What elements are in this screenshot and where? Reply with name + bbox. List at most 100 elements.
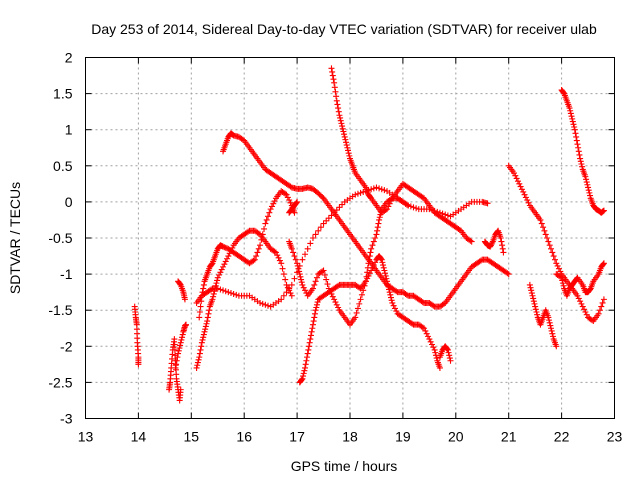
data-point [175, 350, 182, 357]
data-point [572, 130, 579, 137]
data-point [553, 343, 560, 350]
data-point [598, 303, 605, 310]
data-point [357, 296, 364, 303]
data-point [354, 305, 361, 312]
y-tick-label: -0.5 [48, 230, 72, 246]
data-point [525, 199, 532, 206]
data-point [227, 290, 234, 297]
data-point [261, 225, 268, 232]
data-point [194, 362, 201, 369]
data-point [444, 346, 451, 353]
data-point [253, 253, 260, 260]
data-point [545, 314, 552, 321]
data-point [360, 188, 367, 195]
data-point [309, 235, 316, 241]
series-arc-15 [505, 162, 607, 325]
y-tick-label: -2 [60, 338, 73, 354]
data-point [328, 290, 335, 297]
data-point [444, 212, 451, 219]
series-arc-10 [436, 343, 454, 364]
data-point [560, 89, 567, 96]
data-point [537, 216, 544, 223]
data-point [320, 220, 327, 227]
data-point [195, 356, 202, 363]
data-point [287, 290, 294, 297]
data-point [222, 288, 229, 295]
data-point [294, 260, 301, 267]
data-point [436, 364, 443, 371]
data-point [546, 319, 553, 326]
data-point [385, 283, 392, 290]
data-point [530, 298, 537, 305]
data-point [339, 123, 346, 130]
data-point [311, 310, 318, 317]
data-point [583, 179, 590, 186]
data-point [328, 65, 335, 72]
data-point [384, 206, 391, 213]
data-point [177, 281, 184, 288]
y-tick-label: 2 [65, 50, 73, 66]
data-point [171, 341, 178, 348]
data-point [577, 158, 584, 165]
data-point [314, 299, 321, 306]
data-point [299, 281, 306, 288]
data-point [279, 265, 286, 272]
data-point [310, 318, 317, 325]
data-point [381, 187, 388, 194]
data-point [233, 291, 240, 298]
data-point [298, 376, 305, 383]
data-point [364, 269, 371, 276]
data-point [568, 113, 575, 120]
data-point [370, 238, 377, 245]
data-point [600, 260, 607, 267]
data-point [288, 281, 295, 288]
data-point [456, 226, 463, 233]
data-point [202, 323, 209, 330]
data-point [548, 325, 555, 332]
data-point [382, 272, 389, 279]
data-point [520, 188, 527, 195]
x-tick-label: 21 [501, 429, 517, 445]
data-point [208, 286, 215, 293]
data-point [278, 296, 285, 303]
data-point [378, 256, 385, 263]
data-point [576, 151, 583, 158]
data-point [338, 120, 345, 127]
data-point [374, 224, 381, 231]
data-point [172, 364, 179, 371]
data-point [526, 281, 533, 288]
data-point [353, 309, 360, 316]
data-point [331, 296, 338, 303]
data-point [309, 321, 316, 328]
data-point [291, 209, 298, 216]
data-point [378, 255, 385, 262]
data-point [521, 191, 528, 198]
axes: 13 14 15 16 17 18 19 20 21 22 23-3-2.5-2-1.5-1-0.5… [48, 50, 622, 445]
data-point [329, 68, 336, 75]
data-point [366, 256, 373, 263]
data-point [514, 178, 521, 185]
data-point [333, 207, 340, 214]
x-tick-label: 22 [554, 429, 570, 445]
data-point [202, 326, 209, 333]
data-point [216, 272, 223, 279]
data-point [540, 224, 547, 231]
data-point [405, 202, 412, 209]
data-point [342, 136, 349, 143]
data-point [302, 364, 309, 371]
data-point [528, 287, 535, 294]
data-point [336, 204, 343, 211]
data-point [551, 256, 558, 263]
data-point [583, 176, 590, 183]
data-point [239, 136, 246, 143]
x-tick-label: 18 [342, 429, 358, 445]
data-point [440, 300, 447, 307]
data-point [307, 240, 314, 247]
data-point [297, 273, 304, 280]
data-point [430, 302, 437, 309]
data-point [559, 280, 566, 287]
data-point [499, 242, 506, 249]
data-point [385, 203, 392, 210]
data-point [585, 184, 592, 191]
data-point [262, 301, 269, 308]
